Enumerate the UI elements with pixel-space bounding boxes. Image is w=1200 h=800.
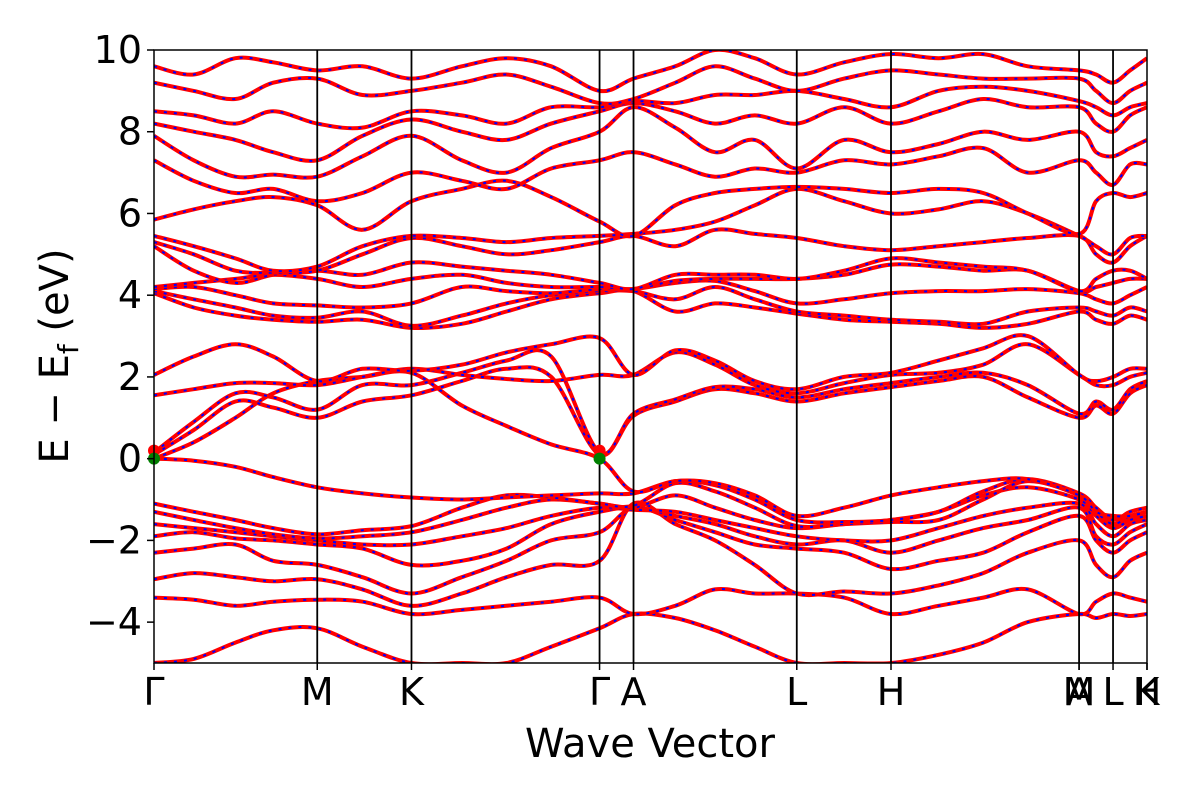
band-line-21 xyxy=(154,178,1147,239)
band-line-dashed-16 xyxy=(154,279,1147,309)
band-line-4 xyxy=(154,505,1147,568)
y-tick-label-4: 4 xyxy=(118,273,142,317)
band-line-dashed-25 xyxy=(154,85,1147,130)
band-line-27 xyxy=(154,50,1147,94)
y-tick-label-2: 0 xyxy=(118,437,142,481)
band-line-22 xyxy=(154,145,1147,204)
band-line-dashed-2 xyxy=(154,501,1147,607)
x-tick-label-11: H xyxy=(1133,670,1162,714)
kpoint-vertical-lines xyxy=(316,50,1114,663)
y-tick-label-1: −2 xyxy=(86,518,142,562)
x-tick-label-4: A xyxy=(621,670,647,714)
band-line-dashed-24 xyxy=(154,97,1147,162)
band-line-dashed-9 xyxy=(154,370,1147,518)
band-line-dashed-21 xyxy=(154,179,1147,238)
band-line-10 xyxy=(154,365,1147,458)
y-tick-label-0: −4 xyxy=(86,600,142,644)
band-line-dashed-12 xyxy=(154,343,1147,397)
y-tick-label-7: 10 xyxy=(94,28,142,72)
plot-frame xyxy=(153,49,1148,664)
band-line-dashed-15 xyxy=(154,285,1147,327)
x-tick-label-9: L xyxy=(1102,670,1123,714)
x-axis-title: Wave Vector xyxy=(525,721,776,767)
x-tick-label-5: L xyxy=(786,670,807,714)
band-lines xyxy=(154,50,1147,663)
band-line-dashed-8 xyxy=(154,457,1147,524)
band-line-dashed-22 xyxy=(154,146,1147,203)
band-line-dashed-11 xyxy=(154,349,1147,455)
x-tick-label-7: A xyxy=(1066,670,1092,714)
band-line-dashed-26 xyxy=(154,65,1147,105)
band-line-2 xyxy=(154,500,1147,608)
x-tick-label-1: M xyxy=(301,670,334,714)
band-line-dashed-6 xyxy=(154,486,1147,540)
x-tick-label-2: K xyxy=(399,670,425,714)
band-line-23 xyxy=(154,105,1147,180)
y-axis-title-unit: (eV) xyxy=(32,248,78,344)
marker-1 xyxy=(593,452,606,465)
band-line-dashed-1 xyxy=(154,587,1147,616)
y-axis-title: E − Ef (eV) xyxy=(32,248,85,463)
band-line-dashed-3 xyxy=(154,506,1147,595)
band-line-5 xyxy=(154,500,1147,548)
y-tick-label-3: 2 xyxy=(118,355,142,399)
band-line-dashed-0 xyxy=(154,612,1147,663)
band-line-dashed-27 xyxy=(154,50,1147,93)
band-line-dashed-19 xyxy=(154,228,1147,274)
y-axis-title-subscript: f xyxy=(52,343,85,354)
x-tick-label-3: Γ xyxy=(589,670,610,714)
band-line-dashed-14 xyxy=(154,288,1147,330)
band-line-0 xyxy=(154,611,1147,663)
y-axis-ticks: −4 −2 0 2 4 6 8 10 xyxy=(86,28,154,644)
band-line-dashed-13 xyxy=(154,334,1147,391)
band-line-24 xyxy=(154,96,1147,163)
y-axis-title-main: E − E xyxy=(32,354,78,464)
x-tick-label-0: Γ xyxy=(143,670,164,714)
x-tick-label-10: K xyxy=(1135,670,1161,714)
y-tick-label-5: 6 xyxy=(118,191,142,235)
x-tick-label-8: M xyxy=(1063,670,1096,714)
x-axis-ticks: Γ M K Γ A L H AM L KH xyxy=(143,663,1161,714)
x-tick-label-6: H xyxy=(877,670,906,714)
y-tick-label-6: 8 xyxy=(118,110,142,154)
